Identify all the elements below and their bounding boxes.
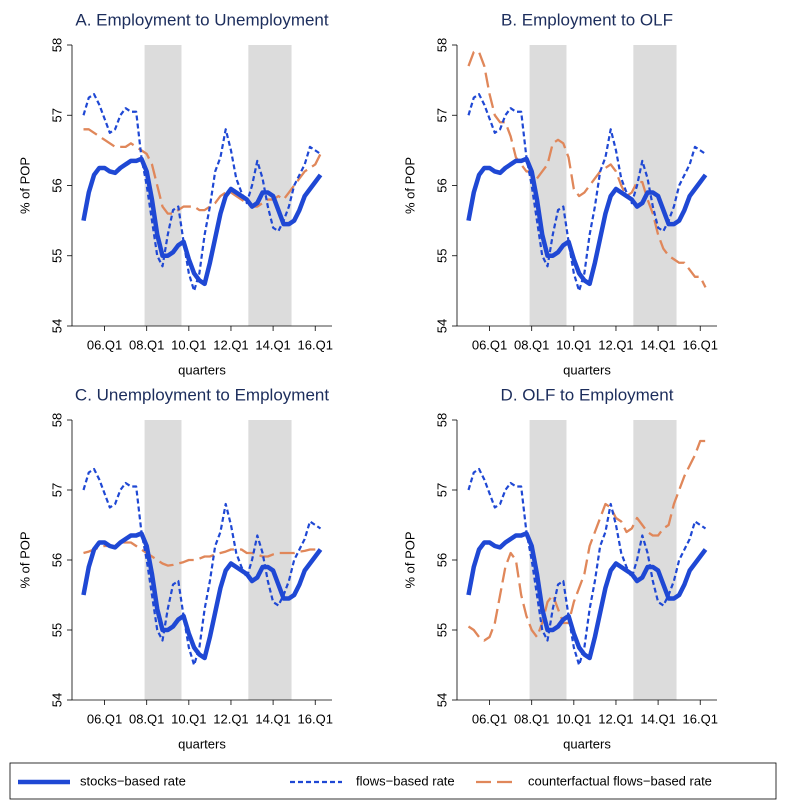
x-tick-label: 14.Q1 bbox=[255, 337, 290, 352]
x-axis-label: quarters bbox=[178, 736, 226, 751]
y-tick-label: 58 bbox=[434, 413, 449, 427]
x-tick-label: 10.Q1 bbox=[171, 337, 206, 352]
legend: stocks−based rate flows−based rate counter… bbox=[9, 762, 777, 800]
legend-label: counterfactual flows−based rate bbox=[528, 773, 712, 788]
chart-title: A. Employment to Unemployment bbox=[75, 10, 328, 29]
x-axis-label: quarters bbox=[563, 736, 611, 751]
series-line bbox=[466, 531, 708, 661]
panel: D. OLF to Employment 54 55 56 57 58 06.Q1 08.Q1… bbox=[402, 385, 718, 751]
series-line bbox=[466, 156, 708, 287]
x-tick-label: 12.Q1 bbox=[598, 337, 633, 352]
chart-title: B. Employment to OLF bbox=[501, 10, 673, 29]
y-axis-label: % of POP bbox=[17, 531, 32, 588]
x-tick-label: 16.Q1 bbox=[683, 711, 718, 726]
y-tick-label: 57 bbox=[49, 108, 64, 122]
y-tick-label: 54 bbox=[434, 319, 449, 333]
y-tick-label: 55 bbox=[434, 249, 449, 263]
recession-band bbox=[248, 45, 292, 326]
y-tick-label: 57 bbox=[434, 108, 449, 122]
x-tick-label: 06.Q1 bbox=[472, 337, 507, 352]
legend-box bbox=[9, 762, 777, 800]
legend-label: stocks−based rate bbox=[80, 773, 186, 788]
y-tick-label: 56 bbox=[49, 178, 64, 192]
y-tick-label: 54 bbox=[434, 693, 449, 707]
chart-title: D. OLF to Employment bbox=[501, 385, 674, 404]
series-line bbox=[467, 50, 707, 288]
y-tick-label: 55 bbox=[49, 249, 64, 263]
x-tick-label: 14.Q1 bbox=[640, 711, 675, 726]
y-axis-label: % of POP bbox=[402, 531, 417, 588]
y-tick-label: 58 bbox=[434, 38, 449, 52]
y-axis-label: % of POP bbox=[17, 157, 32, 214]
y-tick-label: 56 bbox=[434, 178, 449, 192]
series-line bbox=[467, 439, 706, 642]
y-tick-label: 57 bbox=[434, 483, 449, 497]
series-line bbox=[82, 467, 322, 667]
series-line bbox=[83, 541, 321, 567]
x-tick-label: 10.Q1 bbox=[556, 337, 591, 352]
y-tick-label: 55 bbox=[49, 623, 64, 637]
x-tick-label: 08.Q1 bbox=[514, 711, 549, 726]
x-tick-label: 16.Q1 bbox=[298, 337, 333, 352]
x-tick-label: 12.Q1 bbox=[213, 337, 248, 352]
x-axis-label: quarters bbox=[178, 362, 226, 377]
series-line bbox=[82, 93, 322, 292]
x-tick-label: 08.Q1 bbox=[129, 337, 164, 352]
panel: C. Unemployment to Employment 54 55 56 57 58 0… bbox=[17, 385, 333, 751]
x-tick-label: 16.Q1 bbox=[683, 337, 718, 352]
series-line bbox=[467, 467, 707, 667]
recession-band bbox=[248, 420, 292, 700]
x-tick-label: 14.Q1 bbox=[640, 337, 675, 352]
panel: B. Employment to OLF 54 55 56 57 58 06.Q1 08.Q1… bbox=[402, 10, 718, 377]
x-tick-label: 06.Q1 bbox=[472, 711, 507, 726]
x-tick-label: 12.Q1 bbox=[213, 711, 248, 726]
series-line bbox=[81, 156, 323, 287]
y-tick-label: 56 bbox=[434, 553, 449, 567]
x-tick-label: 10.Q1 bbox=[171, 711, 206, 726]
y-tick-label: 58 bbox=[49, 38, 64, 52]
panel: A. Employment to Unemployment 54 55 56 57 58 0… bbox=[17, 10, 333, 377]
x-tick-label: 08.Q1 bbox=[129, 711, 164, 726]
series-line bbox=[83, 128, 322, 215]
x-tick-label: 12.Q1 bbox=[598, 711, 633, 726]
x-tick-label: 16.Q1 bbox=[298, 711, 333, 726]
series-line bbox=[81, 531, 323, 661]
x-tick-label: 08.Q1 bbox=[514, 337, 549, 352]
x-tick-label: 06.Q1 bbox=[87, 711, 122, 726]
chart-title: C. Unemployment to Employment bbox=[75, 385, 329, 404]
y-tick-label: 56 bbox=[49, 553, 64, 567]
y-tick-label: 54 bbox=[49, 693, 64, 707]
recession-band bbox=[633, 45, 677, 326]
x-tick-label: 10.Q1 bbox=[556, 711, 591, 726]
y-tick-label: 55 bbox=[434, 623, 449, 637]
x-tick-label: 06.Q1 bbox=[87, 337, 122, 352]
y-tick-label: 58 bbox=[49, 413, 64, 427]
legend-label: flows−based rate bbox=[356, 773, 455, 788]
y-axis-label: % of POP bbox=[402, 157, 417, 214]
y-tick-label: 57 bbox=[49, 483, 64, 497]
y-tick-label: 54 bbox=[49, 319, 64, 333]
recession-band bbox=[633, 420, 677, 700]
x-axis-label: quarters bbox=[563, 362, 611, 377]
x-tick-label: 14.Q1 bbox=[255, 711, 290, 726]
series-line bbox=[467, 93, 707, 292]
